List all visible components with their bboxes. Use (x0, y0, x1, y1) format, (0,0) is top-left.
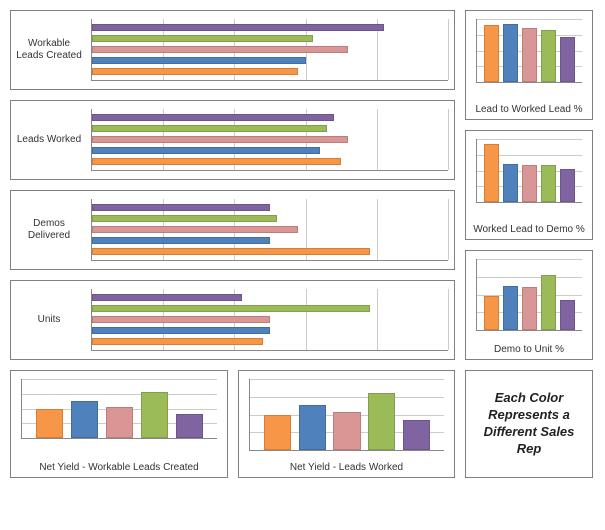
bar-purple (92, 294, 242, 301)
panel-leads-worked: Leads Worked (10, 100, 455, 180)
gridline (377, 289, 378, 350)
plot-demos-delivered (91, 199, 448, 261)
bar-blue (71, 401, 98, 438)
caption-worked-lead-to-demo: Worked Lead to Demo % (470, 224, 588, 236)
bar-green (92, 305, 370, 312)
caption-net-yield-leads-worked: Net Yield - Leads Worked (243, 462, 450, 474)
bar-purple (403, 420, 430, 450)
gridline (448, 109, 449, 170)
plot-units (91, 289, 448, 351)
gridline (22, 379, 217, 380)
gridline (477, 139, 582, 140)
label-demos-delivered: Demos Delivered (11, 191, 87, 269)
gridline (306, 289, 307, 350)
gridline (477, 19, 582, 20)
label-units: Units (11, 281, 87, 359)
gridline (250, 379, 444, 380)
bar-pink (333, 412, 360, 450)
label-workable-leads-created: Workable Leads Created (11, 11, 87, 89)
caption-lead-to-worked: Lead to Worked Lead % (470, 104, 588, 116)
gridline (377, 109, 378, 170)
bar-pink (522, 165, 537, 202)
plot-demo-to-unit (476, 259, 582, 331)
bar-purple (92, 24, 384, 31)
bar-blue (299, 405, 326, 450)
bar-orange (484, 25, 499, 82)
panel-workable-leads-created: Workable Leads Created (10, 10, 455, 90)
bar-orange (92, 248, 370, 255)
bar-green (368, 393, 395, 450)
bar-blue (503, 24, 518, 82)
plot-leads-worked (91, 109, 448, 171)
bar-blue (503, 286, 518, 330)
bar-green (541, 165, 556, 202)
bar-purple (560, 169, 575, 202)
bar-orange (92, 158, 341, 165)
bar-green (141, 392, 168, 438)
gridline (477, 277, 582, 278)
bar-orange (484, 296, 499, 330)
bar-pink (522, 287, 537, 330)
bar-green (541, 275, 556, 330)
bar-purple (176, 414, 203, 438)
bar-green (541, 30, 556, 82)
bar-pink (92, 316, 270, 323)
bar-purple (92, 204, 270, 211)
bar-green (92, 215, 277, 222)
bar-blue (92, 57, 306, 64)
bar-blue (503, 164, 518, 202)
bar-orange (92, 68, 298, 75)
bar-pink (106, 407, 133, 438)
plot-net-yield-leads-worked (249, 379, 444, 451)
bar-pink (92, 46, 348, 53)
panel-demos-delivered: Demos Delivered (10, 190, 455, 270)
bar-orange (264, 415, 291, 451)
gridline (22, 394, 217, 395)
bar-blue (92, 327, 270, 334)
legend-note: Each Color Represents a Different Sales … (465, 370, 593, 478)
panel-net-yield-workable: Net Yield - Workable Leads Created (10, 370, 228, 478)
gridline (448, 289, 449, 350)
bar-purple (92, 114, 334, 121)
bar-blue (92, 147, 320, 154)
bar-orange (36, 409, 63, 439)
bar-blue (92, 237, 270, 244)
caption-net-yield-workable: Net Yield - Workable Leads Created (15, 462, 223, 474)
panel-net-yield-leads-worked: Net Yield - Leads Worked (238, 370, 455, 478)
panel-units: Units (10, 280, 455, 360)
bar-green (92, 125, 327, 132)
bar-pink (92, 136, 348, 143)
bar-orange (92, 338, 263, 345)
bar-orange (484, 144, 499, 202)
gridline (448, 19, 449, 80)
plot-worked-lead-to-demo (476, 139, 582, 203)
bar-green (92, 35, 313, 42)
bar-purple (560, 300, 575, 330)
bar-pink (522, 28, 537, 82)
gridline (448, 199, 449, 260)
panel-worked-lead-to-demo: Worked Lead to Demo % (465, 130, 593, 240)
bar-pink (92, 226, 298, 233)
gridline (250, 397, 444, 398)
panel-demo-to-unit: Demo to Unit % (465, 250, 593, 360)
label-leads-worked: Leads Worked (11, 101, 87, 179)
panel-lead-to-worked: Lead to Worked Lead % (465, 10, 593, 120)
gridline (377, 199, 378, 260)
plot-net-yield-workable (21, 379, 217, 439)
plot-lead-to-worked (476, 19, 582, 83)
bar-purple (560, 37, 575, 82)
gridline (477, 259, 582, 260)
caption-demo-to-unit: Demo to Unit % (470, 344, 588, 356)
plot-workable-leads-created (91, 19, 448, 81)
